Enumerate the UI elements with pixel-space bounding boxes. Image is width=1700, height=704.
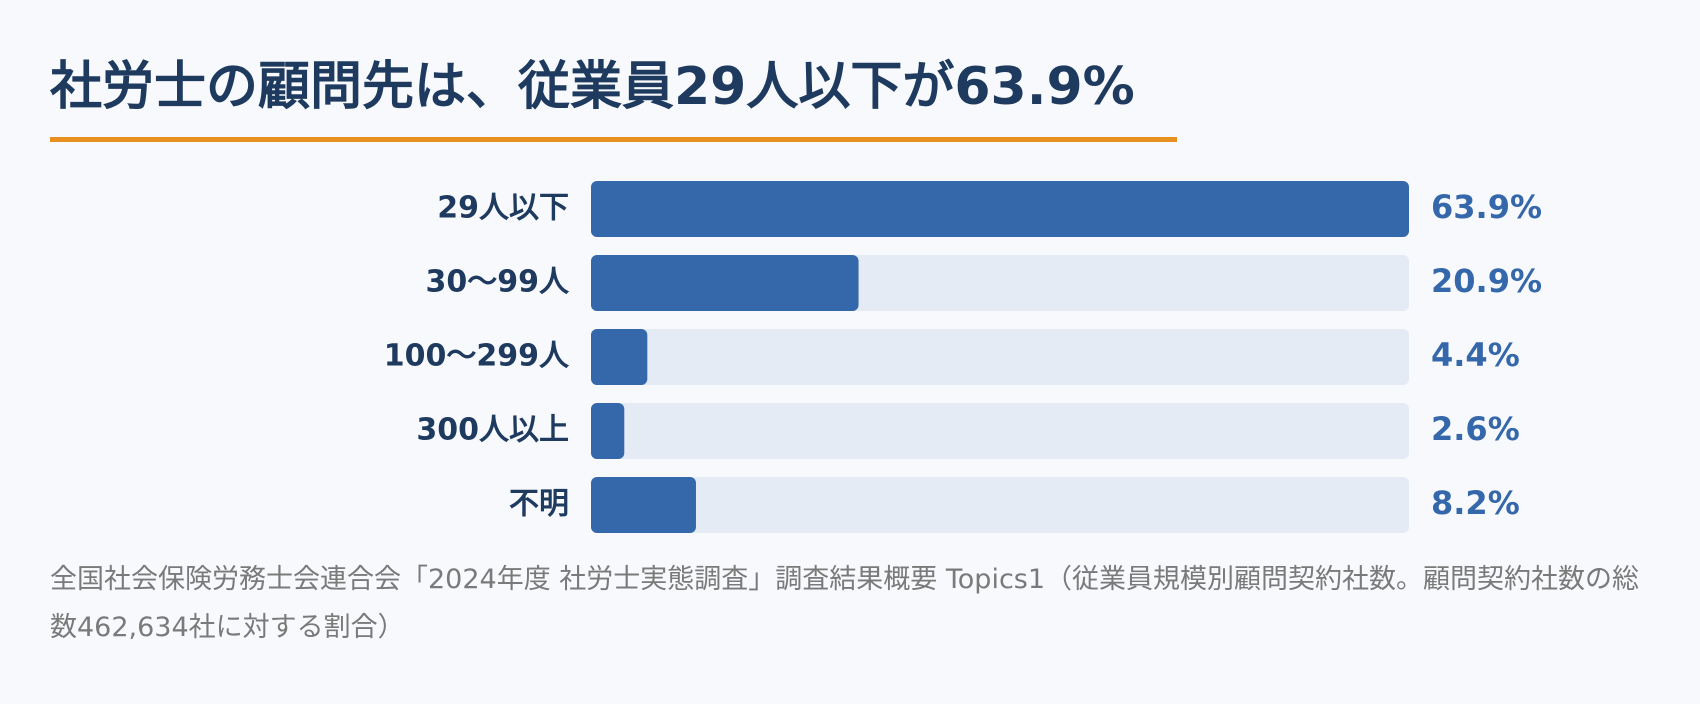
title-underline (50, 137, 1177, 142)
category-label: 29人以下 (437, 191, 569, 226)
bar-track (591, 477, 1409, 533)
chart-title: 社労士の顧問先は、従業員29人以下が63.9% (50, 57, 1135, 117)
bar (591, 255, 859, 311)
value-label: 63.9% (1431, 188, 1542, 226)
category-label: 300人以上 (416, 413, 569, 448)
bar-track (591, 329, 1409, 385)
category-label: 不明 (509, 487, 569, 522)
category-label: 30〜99人 (426, 265, 570, 300)
value-label: 8.2% (1431, 484, 1520, 522)
bar (591, 329, 648, 385)
source-note: 全国社会保険労務士会連合会「2024年度 社労士実態調査」調査結果概要 Topi… (50, 564, 1640, 643)
bar (591, 477, 696, 533)
bar (591, 403, 625, 459)
chart: 29人以下 63.9% 30〜99人 20.9% 100〜299人 4.4% 300人以上 2… (384, 181, 1542, 533)
bar-track (591, 403, 1409, 459)
bar (591, 181, 1409, 237)
value-label: 4.4% (1431, 336, 1520, 374)
category-label: 100〜299人 (384, 339, 570, 374)
value-label: 2.6% (1431, 410, 1520, 448)
value-label: 20.9% (1431, 262, 1542, 300)
